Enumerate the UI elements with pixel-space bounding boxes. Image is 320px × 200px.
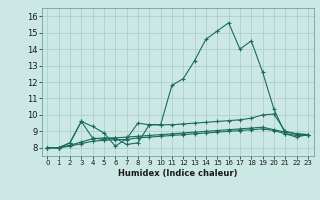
X-axis label: Humidex (Indice chaleur): Humidex (Indice chaleur) [118, 169, 237, 178]
